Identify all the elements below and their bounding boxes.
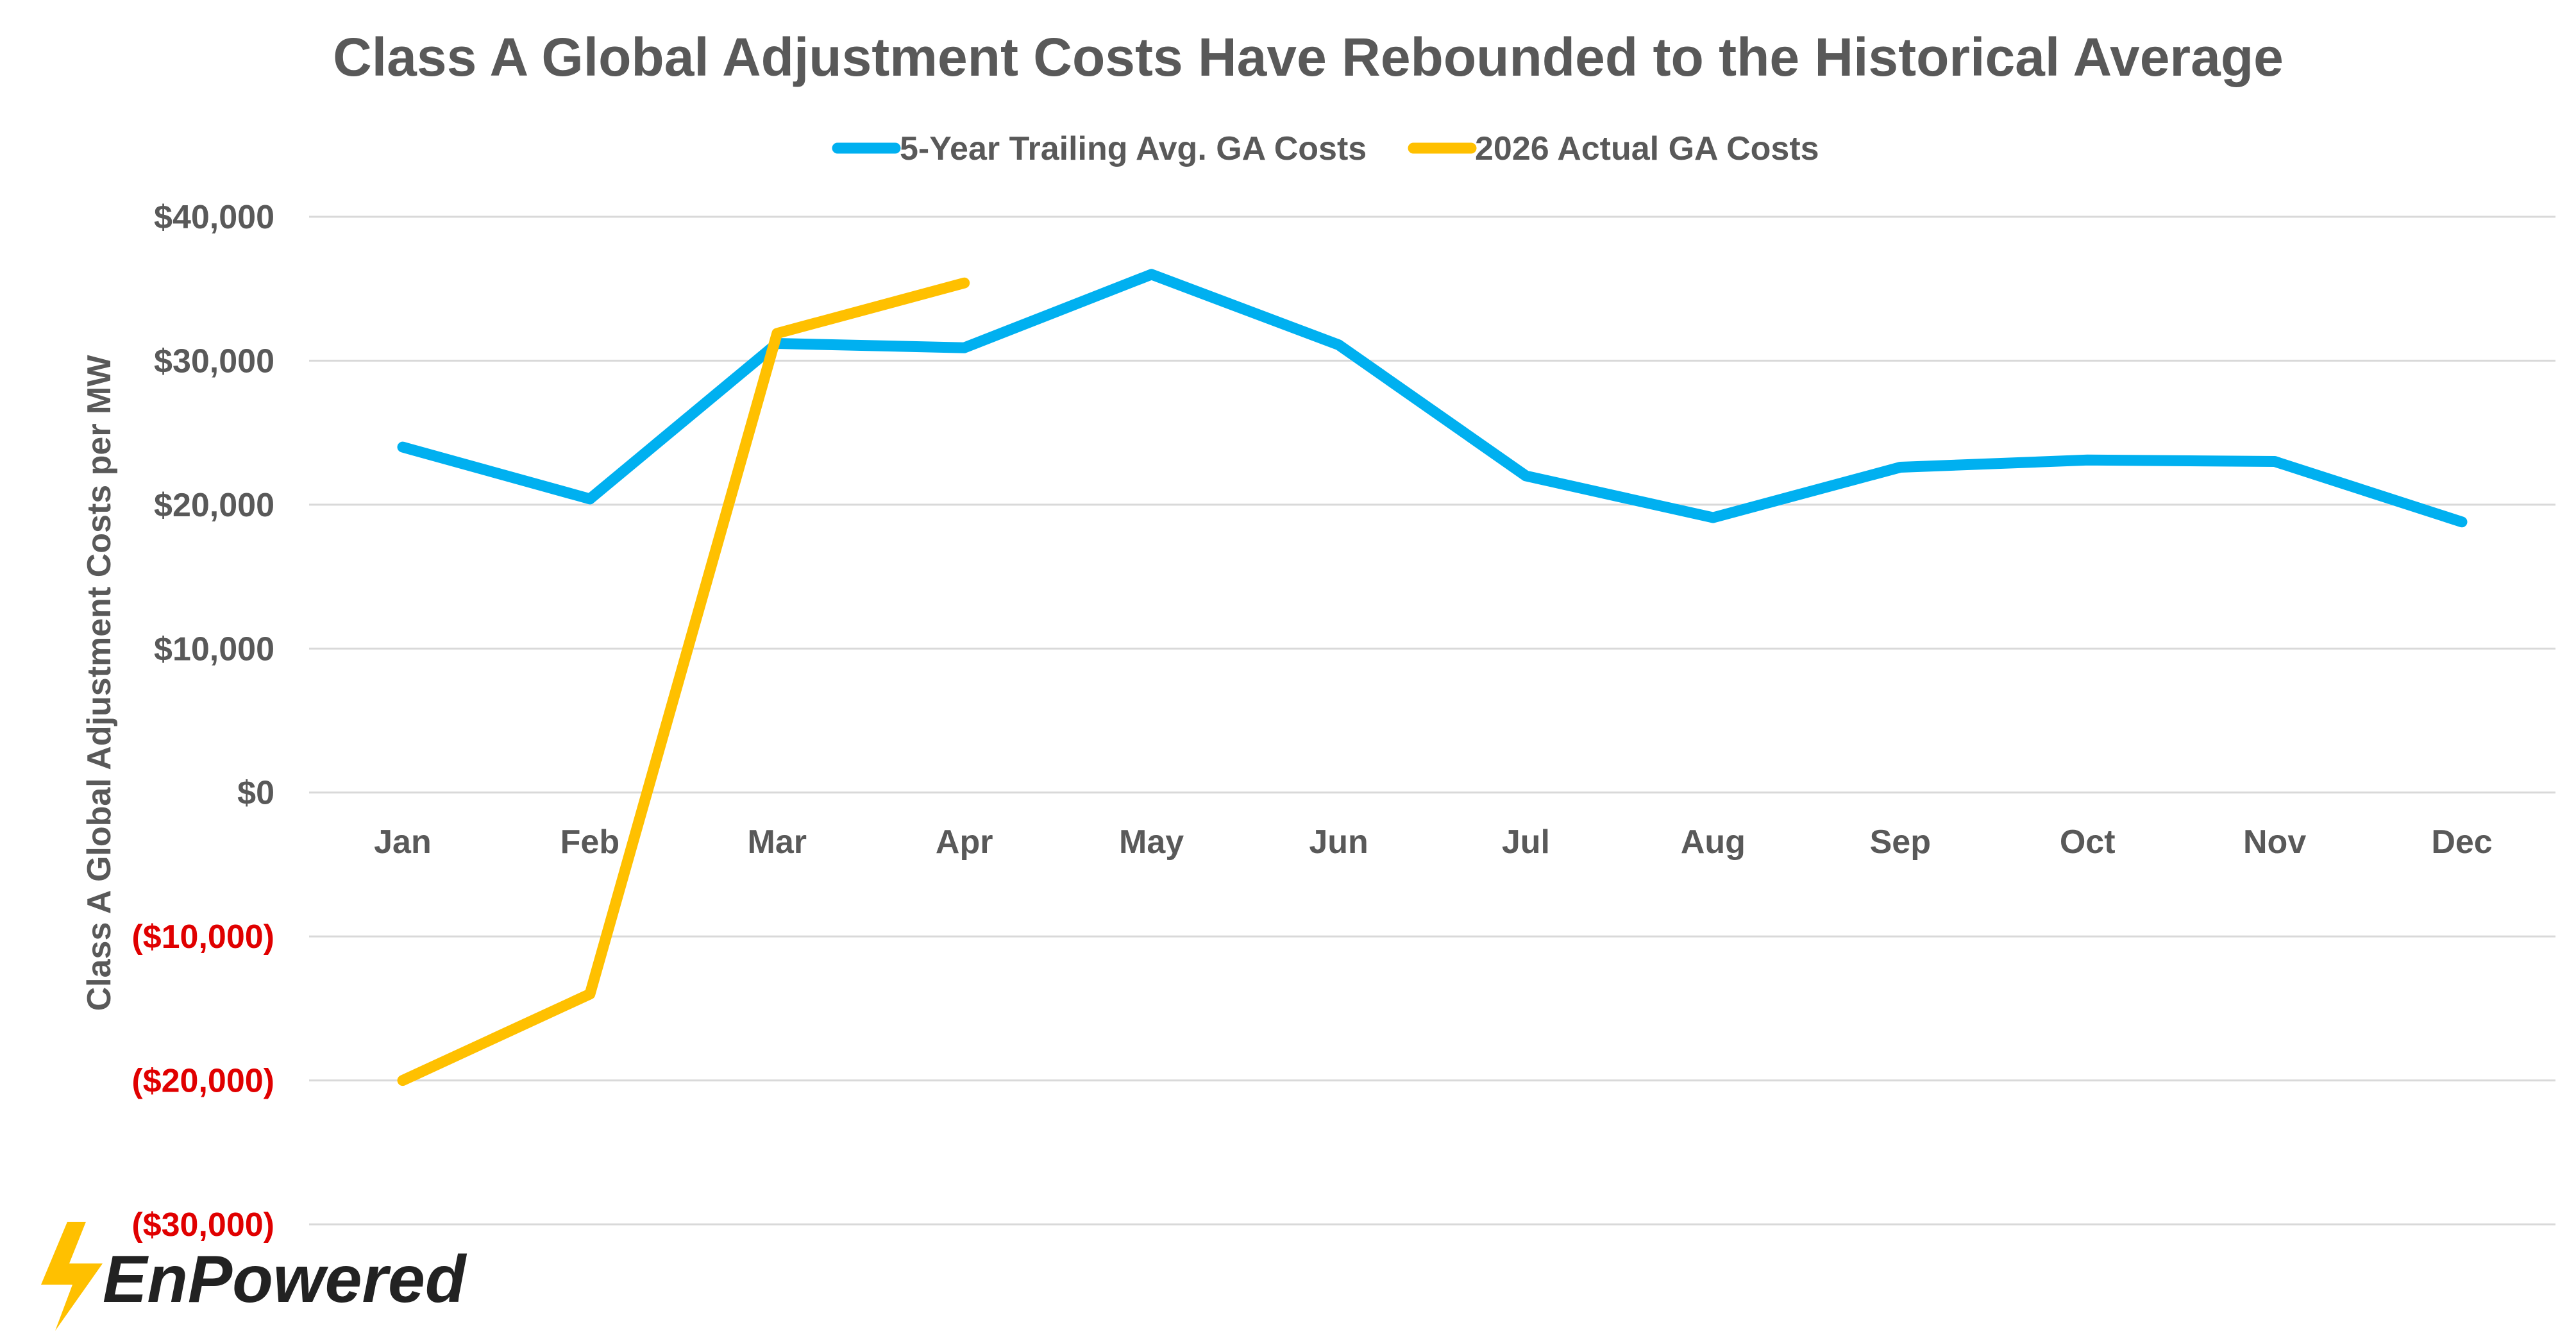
y-tick-label: $40,000 [154,199,274,236]
x-tick-label: Jan [374,824,432,861]
x-tick-label: Aug [1681,824,1746,861]
chart-title: Class A Global Adjustment Costs Have Reb… [333,27,2284,87]
y-tick-label: $10,000 [154,630,274,668]
x-tick-label: Jun [1309,824,1368,861]
x-axis-ticks: Jan Feb Mar Apr May Jun Jul Aug Sep Oct Nov Dec [374,824,2493,861]
x-tick-label: May [1119,824,1184,861]
gridlines [309,215,2555,1226]
y-tick-label: ($20,000) [131,1063,274,1100]
x-tick-label: Feb [560,824,619,861]
series-line [397,269,2468,528]
y-tick-label: $20,000 [154,487,274,524]
y-tick-label: $0 [237,775,274,812]
x-tick-label: Mar [748,824,807,861]
x-tick-label: Sep [1870,824,1931,861]
y-tick-label: ($10,000) [131,918,274,956]
x-tick-label: Dec [2431,824,2492,861]
series-lines [397,269,2468,1086]
y-axis-label: Class A Global Adjustment Costs per MW [81,355,118,1011]
logo-text: EnPowered [103,1242,467,1317]
y-tick-label: ($30,000) [131,1206,274,1244]
lightning-bolt-icon [41,1222,103,1331]
x-tick-label: Oct [2060,824,2116,861]
legend: 5-Year Trailing Avg. GA Costs 2026 Actual… [832,130,1819,167]
x-tick-label: Nov [2243,824,2306,861]
x-tick-label: Jul [1502,824,1550,861]
enpowered-logo: EnPowered [41,1222,467,1331]
y-axis-ticks: $40,000 $30,000 $20,000 $10,000 $0 ($10,000) (… [131,199,274,1244]
legend-label: 5-Year Trailing Avg. GA Costs [900,130,1367,167]
legend-label: 2026 Actual GA Costs [1475,130,1819,167]
x-tick-label: Apr [936,824,993,861]
series-line [397,277,970,1086]
y-tick-label: $30,000 [154,342,274,380]
